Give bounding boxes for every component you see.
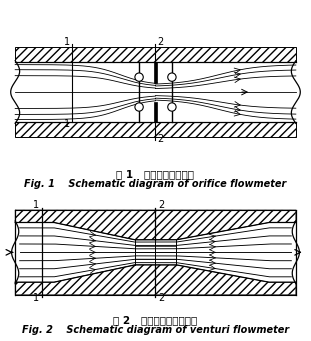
Text: 图 1   孔板流量计原理图: 图 1 孔板流量计原理图 xyxy=(117,169,194,180)
Bar xyxy=(15,47,296,62)
Text: Fig. 2    Schematic diagram of venturi flowmeter: Fig. 2 Schematic diagram of venturi flow… xyxy=(22,325,289,335)
Text: 2: 2 xyxy=(158,200,165,210)
Text: 2: 2 xyxy=(158,293,165,303)
Bar xyxy=(154,102,157,122)
Text: 1: 1 xyxy=(33,293,39,303)
Text: 1: 1 xyxy=(64,37,71,47)
Text: 1: 1 xyxy=(64,119,71,129)
Circle shape xyxy=(168,73,176,81)
Text: 2: 2 xyxy=(158,134,164,144)
Bar xyxy=(154,62,157,83)
Circle shape xyxy=(135,73,143,81)
Text: 2: 2 xyxy=(158,37,164,47)
Text: 1: 1 xyxy=(33,200,39,210)
Text: Fig. 1    Schematic diagram of orifice flowmeter: Fig. 1 Schematic diagram of orifice flow… xyxy=(24,179,287,189)
Circle shape xyxy=(135,103,143,111)
Circle shape xyxy=(168,103,176,111)
Text: 图 2   文丘里流量计原理图: 图 2 文丘里流量计原理图 xyxy=(114,315,197,326)
Bar xyxy=(15,122,296,137)
